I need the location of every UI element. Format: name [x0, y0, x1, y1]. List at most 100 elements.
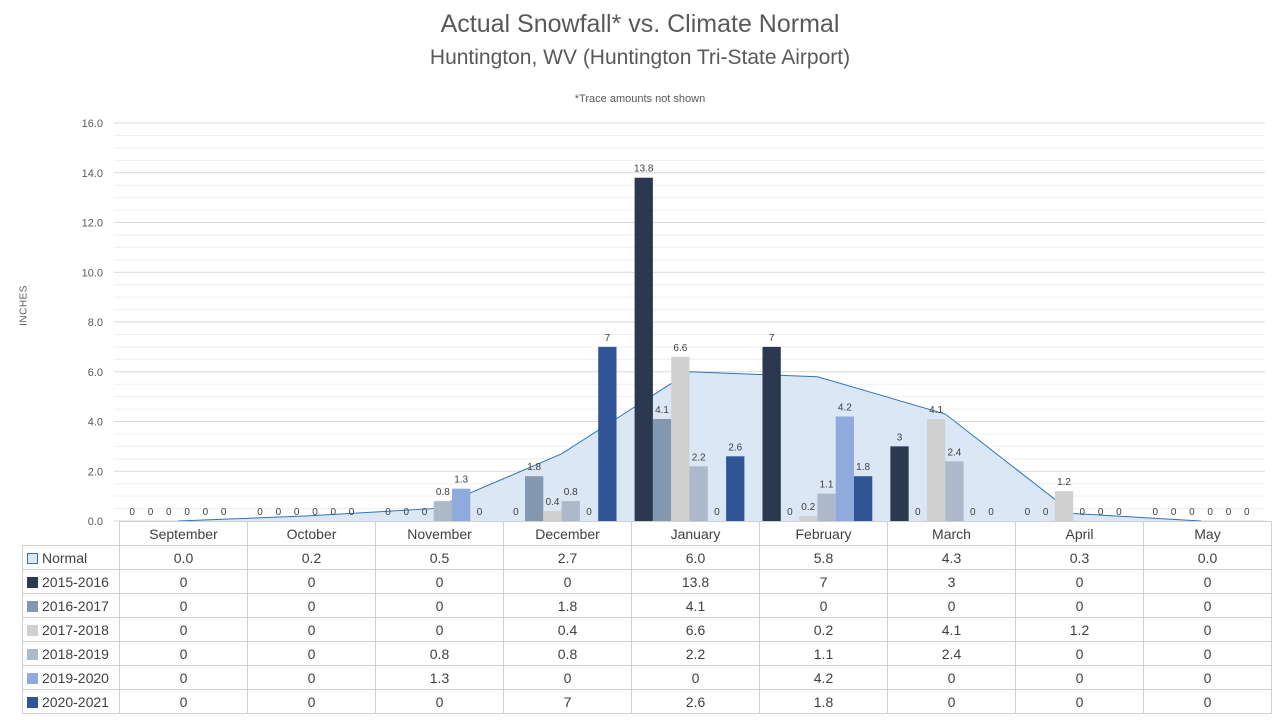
table-row: 2019-2020 0 0 1.3 0 0 4.2 0 0 0 — [22, 665, 1272, 690]
bar-2018-2019-November — [433, 501, 453, 521]
table-cell: 0.8 — [375, 641, 504, 666]
data-label: 0 — [970, 507, 976, 518]
series-name-cell: 2019-2020 — [22, 665, 120, 690]
table-cell: 1.2 — [1015, 617, 1144, 642]
table-cell: 4.2 — [759, 665, 888, 690]
data-label: 0 — [915, 507, 921, 518]
table-cell: 1.3 — [375, 665, 504, 690]
data-label: 0 — [148, 507, 154, 518]
table-cell: 0.2 — [759, 617, 888, 642]
bar-2015-2016-March — [890, 446, 909, 521]
bar-2017-2018-February — [799, 516, 818, 521]
series-name-cell: 2020-2021 — [22, 689, 120, 714]
table-cell: 0 — [1015, 593, 1144, 618]
data-label: 0 — [1098, 507, 1104, 518]
data-label: 1.8 — [527, 462, 541, 473]
series-name: 2017-2018 — [42, 621, 109, 638]
table-cell: 0 — [1143, 593, 1272, 618]
legend-key — [27, 697, 38, 709]
data-label: 0 — [331, 507, 337, 518]
table-cell: 0 — [887, 665, 1016, 690]
bar-2018-2019-December — [561, 501, 580, 521]
data-label: 7 — [769, 333, 775, 344]
column-header: November — [375, 521, 504, 546]
data-label: 6.6 — [673, 343, 687, 354]
table-cell: 2.4 — [887, 641, 1016, 666]
series-name: 2019-2020 — [42, 669, 109, 686]
legend-key — [27, 577, 38, 589]
column-header: September — [119, 521, 248, 546]
table-row: 2017-2018 0 0 0 0.4 6.6 0.2 4.1 1.2 0 — [22, 617, 1272, 642]
bar-2020-2021-December — [598, 346, 617, 521]
table-cell: 7 — [503, 689, 632, 714]
series-name-cell: 2015-2016 — [22, 569, 120, 594]
table-cell: 1.1 — [759, 641, 888, 666]
table-cell: 0 — [1143, 689, 1272, 714]
data-labels-layer: 0 0 0 0 13.8 7 3 0 0 0 0 0 1.8 4.1 0 0 0 0 0 0 0 0.4 6.6 0.2 4.1… — [129, 164, 1250, 518]
series-name: 2020-2021 — [42, 693, 109, 710]
table-row: Normal 0.0 0.2 0.5 2.7 6.0 5.8 4.3 0.3 0.0 — [22, 545, 1272, 570]
data-label: 0 — [787, 507, 793, 518]
series-name-cell: 2017-2018 — [22, 617, 120, 642]
table-cell: 0 — [247, 569, 376, 594]
data-table-body: Normal 0.0 0.2 0.5 2.7 6.0 5.8 4.3 0.3 0.0 2015-20… — [22, 545, 1272, 714]
data-label: 0 — [1244, 507, 1250, 518]
column-header: March — [887, 521, 1016, 546]
legend-key — [27, 625, 38, 637]
table-cell: 0 — [1015, 569, 1144, 594]
data-label: 0 — [1226, 507, 1232, 518]
series-name-cell: 2018-2019 — [22, 641, 120, 666]
table-cell: 0 — [375, 569, 504, 594]
column-header: January — [631, 521, 760, 546]
data-label: 0 — [586, 507, 592, 518]
data-label: 0 — [1189, 507, 1195, 518]
data-label: 0 — [1080, 507, 1086, 518]
table-cell: 0 — [887, 689, 1016, 714]
table-cell: 5.8 — [759, 545, 888, 570]
bar-2015-2016-February — [762, 346, 781, 521]
series-name-cell: Normal — [22, 545, 120, 570]
table-cell: 4.1 — [631, 593, 760, 618]
table-cell: 0 — [887, 593, 1016, 618]
bar-2020-2021-January — [726, 456, 745, 521]
data-label: 0 — [1153, 507, 1159, 518]
chart-subtitle: Huntington, WV (Huntington Tri-State Air… — [429, 46, 851, 69]
table-cell: 0 — [119, 569, 248, 594]
bar-2015-2016-January — [634, 177, 653, 521]
data-label: 0 — [1171, 507, 1177, 518]
y-tick-label: 12.0 — [82, 218, 103, 230]
table-cell: 0 — [119, 641, 248, 666]
table-row: 2020-2021 0 0 0 7 2.6 1.8 0 0 0 — [22, 689, 1272, 714]
table-cell: 0 — [119, 665, 248, 690]
bars-layer — [433, 177, 1074, 521]
data-label: 4.2 — [838, 403, 852, 414]
bar-2017-2018-March — [926, 419, 946, 521]
table-cell: 0 — [247, 665, 376, 690]
legend-key — [27, 553, 38, 565]
data-label: 0.8 — [436, 487, 450, 498]
data-label: 0.2 — [801, 502, 815, 513]
data-label: 1.3 — [454, 475, 468, 486]
table-cell: 0 — [119, 689, 248, 714]
table-cell: 1.8 — [759, 689, 888, 714]
data-label: 0 — [714, 507, 720, 518]
table-cell: 2.2 — [631, 641, 760, 666]
data-label: 1.2 — [1057, 477, 1071, 488]
table-cell: 0 — [375, 593, 504, 618]
y-tick-label: 6.0 — [88, 367, 103, 379]
table-cell: 0.5 — [375, 545, 504, 570]
table-cell: 0 — [247, 617, 376, 642]
data-label: 0 — [385, 507, 391, 518]
data-label: 2.4 — [947, 447, 961, 458]
data-label: 0 — [184, 507, 190, 518]
column-header: October — [247, 521, 376, 546]
bar-2018-2019-February — [817, 493, 836, 521]
data-label: 0 — [477, 507, 483, 518]
data-table: September October November December January F… — [22, 521, 1272, 714]
data-label: 0 — [294, 507, 300, 518]
table-cell: 0 — [1015, 641, 1144, 666]
column-header: February — [759, 521, 888, 546]
table-cell: 0 — [375, 689, 504, 714]
series-name: 2016-2017 — [42, 597, 109, 614]
